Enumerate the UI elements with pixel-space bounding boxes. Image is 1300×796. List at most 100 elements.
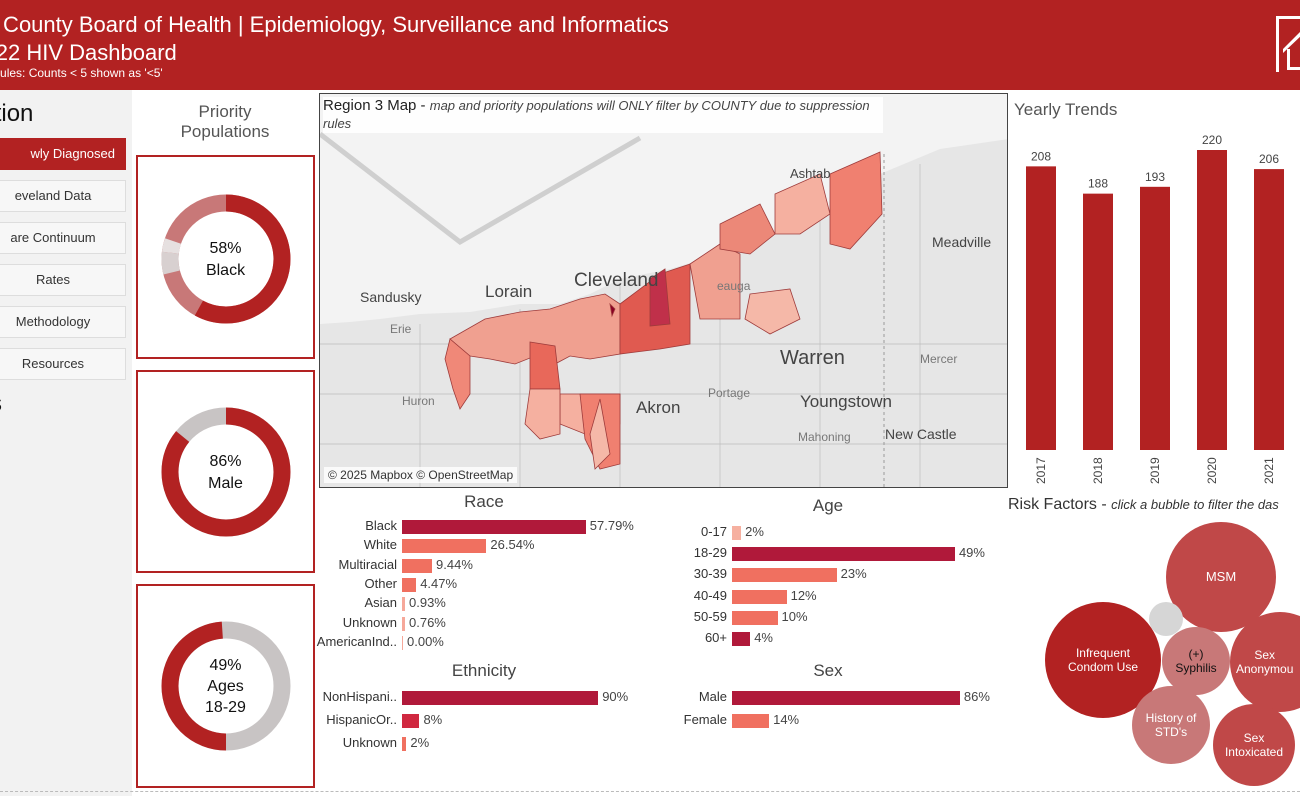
age-value: 23% xyxy=(840,566,867,582)
donut-arc-ages xyxy=(161,621,291,751)
nav-resources-button[interactable]: Resources xyxy=(0,348,126,380)
ethnicity-value: 90% xyxy=(602,689,629,704)
race-bar[interactable] xyxy=(402,635,403,650)
sex-label: Female xyxy=(683,712,727,727)
donut-chart-male xyxy=(161,407,291,537)
city-label-mercer: Mercer xyxy=(920,352,958,366)
map-subtitle: map and priority populations will ONLY f… xyxy=(323,98,870,131)
ethnicity-label: NonHispani.. xyxy=(322,689,397,704)
ethnicity-bar[interactable] xyxy=(402,691,599,705)
age-value: 10% xyxy=(781,608,808,624)
yearly-value-label: 220 xyxy=(1202,133,1222,147)
yearly-bar-2021[interactable] xyxy=(1254,169,1284,450)
age-value: 12% xyxy=(790,587,817,603)
navigation-panel: gation wly Diagnosed eveland Data are Co… xyxy=(0,90,132,796)
race-label: Black xyxy=(365,518,397,533)
yearly-bar-2020[interactable] xyxy=(1197,150,1227,450)
dashboard-header: hoga County Board of Health | Epidemiolo… xyxy=(0,0,1300,90)
yearly-trends-title: Yearly Trends xyxy=(1014,100,1118,119)
donut-card-ages[interactable]: 49% Ages 18-29 xyxy=(136,584,315,788)
bubble-msm[interactable]: MSM xyxy=(1166,522,1276,632)
navigation-title: gation xyxy=(0,100,34,127)
priority-title-line2: Populations xyxy=(180,122,270,141)
city-label-meadville: Meadville xyxy=(932,234,992,250)
yearly-value-label: 208 xyxy=(1031,149,1051,163)
bottom-divider xyxy=(0,791,1300,792)
age-bar[interactable] xyxy=(732,526,742,540)
race-bar[interactable] xyxy=(402,520,586,534)
ethnicity-bar[interactable] xyxy=(402,737,407,751)
donut-pct-male: 86% xyxy=(209,453,242,470)
ethnicity-bar[interactable] xyxy=(402,714,420,728)
yearly-bar-2018[interactable] xyxy=(1083,193,1113,450)
age-bar[interactable] xyxy=(732,632,751,646)
donut-pct-black: 58% xyxy=(209,240,242,257)
region-map[interactable]: Region 3 Map - map and priority populati… xyxy=(319,93,1008,488)
ethnicity-title: Ethnicity xyxy=(451,661,517,680)
ethnicity-value: 8% xyxy=(423,712,443,727)
age-bar[interactable] xyxy=(732,589,787,604)
yearly-year-label: 2021 xyxy=(1262,457,1276,484)
age-value: 49% xyxy=(958,545,985,561)
map-attribution[interactable]: © 2025 Mapbox © OpenStreetMap xyxy=(324,467,518,483)
map-title-text: Region 3 Map - xyxy=(323,97,426,114)
age-label: 18-29 xyxy=(693,545,727,561)
yearly-year-label: 2020 xyxy=(1205,457,1219,484)
bubble-history-std[interactable]: History of STD's xyxy=(1132,686,1210,764)
header-title: hoga County Board of Health | Epidemiolo… xyxy=(0,12,669,37)
ethnicity-label: HispanicOr.. xyxy=(326,712,397,727)
bubble-anon-line2: Anonymou xyxy=(1236,662,1294,676)
sex-label: Male xyxy=(698,689,727,704)
city-label-sandusky: Sandusky xyxy=(360,289,422,305)
donut-card-male[interactable]: 86% Male xyxy=(136,370,315,573)
donut-chart-black xyxy=(161,194,291,324)
risk-factors-subtitle: click a bubble to filter the das xyxy=(1111,497,1279,512)
age-value: 4% xyxy=(754,630,773,645)
age-bar[interactable] xyxy=(732,547,955,562)
city-label-geauga: eauga xyxy=(717,279,751,293)
race-bar[interactable] xyxy=(402,577,417,592)
bubble-syphilis[interactable]: (+) Syphilis xyxy=(1162,627,1230,695)
race-label: White xyxy=(363,537,397,553)
city-label-youngstown: Youngstown xyxy=(800,392,893,411)
home-icon[interactable] xyxy=(1276,16,1300,75)
donut-arc-black xyxy=(161,194,291,324)
city-label-erie: Erie xyxy=(390,322,412,336)
yearly-trends-chart: 208 2017 188 2018 193 2019 220 2020 206 2021 xyxy=(1026,133,1284,484)
race-bar[interactable] xyxy=(402,539,487,554)
donut-label-black: Black xyxy=(205,262,246,279)
yearly-year-label: 2019 xyxy=(1148,457,1162,484)
nav-care-continuum-button[interactable]: are Continuum xyxy=(0,222,126,254)
nav-rates-button[interactable]: Rates xyxy=(0,264,126,296)
race-label: Multiracial xyxy=(338,556,397,572)
yearly-year-label: 2017 xyxy=(1034,457,1048,484)
yearly-bar-2019[interactable] xyxy=(1140,186,1170,450)
nav-newly-diagnosed-button[interactable]: wly Diagnosed xyxy=(0,138,126,170)
city-label-new-castle: New Castle xyxy=(885,426,957,442)
age-bar[interactable] xyxy=(732,610,778,625)
bubble-small-other[interactable] xyxy=(1149,602,1183,636)
risk-factors-title: Risk Factors - click a bubble to filter … xyxy=(1008,496,1279,514)
race-title: Race xyxy=(464,492,504,511)
yearly-bar-2017[interactable] xyxy=(1026,166,1056,450)
donut-label-ages-line1: Ages xyxy=(207,678,244,695)
race-bar[interactable] xyxy=(402,558,433,573)
sex-bar[interactable] xyxy=(732,691,960,705)
bubble-anon-line1: Sex xyxy=(1254,648,1276,662)
race-bar[interactable] xyxy=(402,616,405,631)
bubble-sex-intoxicated[interactable]: Sex Intoxicated xyxy=(1213,704,1295,786)
nav-cleveland-data-button[interactable]: eveland Data xyxy=(0,180,126,212)
bubble-std-line1: History of xyxy=(1145,711,1197,725)
donut-card-black[interactable]: 58% Black xyxy=(136,155,315,359)
age-label: 50-59 xyxy=(693,608,727,624)
sex-bar[interactable] xyxy=(732,714,770,728)
nav-methodology-button[interactable]: Methodology xyxy=(0,306,126,338)
race-bar[interactable] xyxy=(402,597,405,612)
yearly-value-label: 206 xyxy=(1259,152,1279,166)
donut-arc-male xyxy=(161,407,291,537)
age-bar[interactable] xyxy=(732,568,837,583)
bubble-condom-line1: Infrequent xyxy=(1075,646,1131,660)
age-label: 0-17 xyxy=(700,524,727,539)
race-label: Unknown xyxy=(342,614,397,630)
race-label: Asian xyxy=(364,595,397,611)
